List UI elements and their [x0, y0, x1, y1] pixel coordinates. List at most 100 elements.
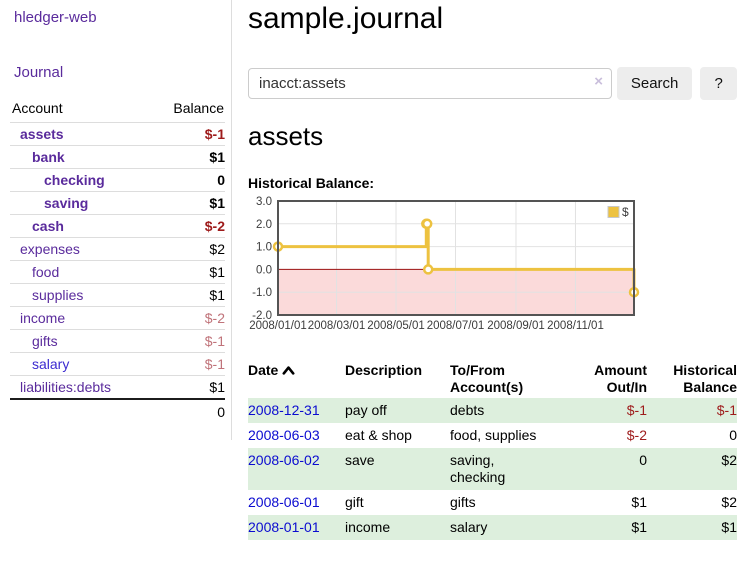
account-row: supplies $1	[10, 283, 225, 307]
account-balance: $-2	[150, 306, 225, 330]
account-balance: $1	[150, 283, 225, 307]
transaction-date-link[interactable]: 2008-06-02	[248, 452, 320, 468]
accounts-total-balance: 0	[150, 398, 225, 424]
account-link[interactable]: assets	[20, 126, 64, 142]
account-row: cash $-2	[10, 214, 225, 238]
accounts-total-row: 0	[10, 398, 225, 424]
page-title: sample.journal	[248, 2, 444, 35]
account-link[interactable]: gifts	[32, 333, 58, 349]
chart-x-tick-label: 2008/07/01	[427, 320, 485, 332]
transaction-accounts: food, supplies	[450, 427, 537, 443]
accounts-column-header: Account	[12, 100, 63, 116]
account-row: food $1	[10, 260, 225, 284]
chart-y-tick-label: 0.0	[256, 264, 272, 276]
transaction-row: 2008-01-01 income salary $1 $1	[248, 515, 737, 540]
transaction-row: 2008-06-03 eat & shop food, supplies $-2 0	[248, 423, 737, 448]
transaction-date-link[interactable]: 2008-06-03	[248, 427, 320, 443]
column-header-date[interactable]: Date	[248, 360, 345, 398]
balance-column-header: Balance	[173, 100, 224, 116]
chart-x-tick-label: 2008/01/01	[249, 320, 307, 332]
account-row: liabilities:debts $1	[10, 375, 225, 399]
chart-data-point	[422, 264, 434, 275]
transaction-accounts: salary	[450, 519, 488, 535]
transaction-accounts: saving, checking	[450, 452, 506, 485]
transaction-description: eat & shop	[345, 427, 412, 443]
help-button[interactable]: ?	[700, 67, 737, 100]
account-balance: $1	[150, 260, 225, 284]
sort-ascending-icon	[282, 362, 295, 379]
search-form: × Search ?	[248, 67, 737, 100]
account-balance: $-1	[150, 329, 225, 353]
transaction-historical-balance: $1	[721, 519, 737, 535]
column-header-description: Description	[345, 362, 423, 378]
account-balance: $1	[150, 375, 225, 399]
account-link[interactable]: salary	[32, 356, 70, 372]
account-row: saving $1	[10, 191, 225, 215]
accounts-balance-table: Account Balance assets $-1 bank $1 checking 0…	[10, 96, 225, 424]
account-link[interactable]: expenses	[20, 241, 80, 257]
transaction-historical-balance: 0	[729, 427, 737, 443]
chart-data-point	[421, 218, 433, 230]
chart-x-tick-label: 2008/03/01	[308, 320, 366, 332]
transaction-description: gift	[345, 494, 364, 510]
account-link[interactable]: food	[32, 264, 60, 280]
chart-border	[277, 200, 635, 316]
account-row: salary $-1	[10, 352, 225, 376]
account-balance: $1	[150, 145, 225, 169]
column-header-amount: Amount Out/In	[594, 362, 647, 395]
account-link[interactable]: supplies	[32, 287, 84, 303]
transaction-amount: 0	[639, 452, 647, 468]
column-header-historical-balance: Historical Balance	[673, 362, 737, 395]
account-row: checking 0	[10, 168, 225, 192]
transaction-amount: $-1	[626, 402, 647, 418]
account-row: income $-2	[10, 306, 225, 330]
account-row: gifts $-1	[10, 329, 225, 353]
transaction-date-link[interactable]: 2008-01-01	[248, 519, 320, 535]
app-title-link[interactable]: hledger-web	[14, 9, 97, 26]
account-link[interactable]: bank	[32, 149, 65, 165]
account-balance: $1	[150, 191, 225, 215]
register-table: Date Description To/From Account(s) Amou…	[248, 360, 737, 540]
account-link[interactable]: cash	[32, 218, 64, 234]
account-link[interactable]: saving	[44, 195, 89, 211]
transaction-date-link[interactable]: 2008-06-01	[248, 494, 320, 510]
account-row: expenses $2	[10, 237, 225, 261]
account-balance: $2	[150, 237, 225, 261]
transaction-date-link[interactable]: 2008-12-31	[248, 402, 320, 418]
chart-y-tick-label: -1.0	[252, 287, 272, 299]
chart-x-tick-label: 2008/11/01	[547, 320, 604, 332]
search-input[interactable]	[248, 68, 612, 99]
chart-legend-label: $	[622, 205, 629, 219]
chart-y-tick-label: -2.0	[252, 310, 272, 322]
transaction-historical-balance: $2	[721, 494, 737, 510]
account-balance: $-1	[150, 352, 225, 376]
column-header-accounts: To/From Account(s)	[450, 362, 524, 395]
sidebar-item-journal[interactable]: Journal	[14, 64, 64, 81]
account-link[interactable]: checking	[44, 172, 105, 188]
account-row: bank $1	[10, 145, 225, 169]
transaction-amount: $-2	[626, 427, 647, 443]
sidebar: hledger-web Journal Account Balance asse…	[0, 0, 232, 440]
chart-x-tick-label: 2008/05/01	[367, 320, 425, 332]
main-content: sample.journal × Search ? assets Histori…	[248, 0, 737, 540]
chart-title: Historical Balance:	[248, 175, 375, 191]
account-row: assets $-1	[10, 122, 225, 146]
transaction-historical-balance: $-1	[716, 402, 737, 418]
search-button[interactable]: Search	[617, 67, 693, 100]
account-heading: assets	[248, 121, 324, 151]
account-link[interactable]: liabilities:debts	[20, 379, 112, 395]
transaction-amount: $1	[631, 494, 647, 510]
chart-legend-swatch	[607, 206, 620, 218]
chart-y-tick-label: 1.0	[256, 242, 272, 254]
transaction-description: pay off	[345, 402, 387, 418]
chart-x-tick-label: 2008/09/01	[487, 320, 545, 332]
transaction-accounts: debts	[450, 402, 485, 418]
transaction-row: 2008-12-31 pay off debts $-1 $-1	[248, 398, 737, 423]
transaction-amount: $1	[631, 519, 647, 535]
clear-search-icon[interactable]: ×	[594, 73, 603, 90]
transaction-description: save	[345, 452, 375, 468]
account-balance: $-2	[150, 214, 225, 238]
account-link[interactable]: income	[20, 310, 66, 326]
transaction-row: 2008-06-02 save saving, checking 0 $2	[248, 448, 737, 490]
